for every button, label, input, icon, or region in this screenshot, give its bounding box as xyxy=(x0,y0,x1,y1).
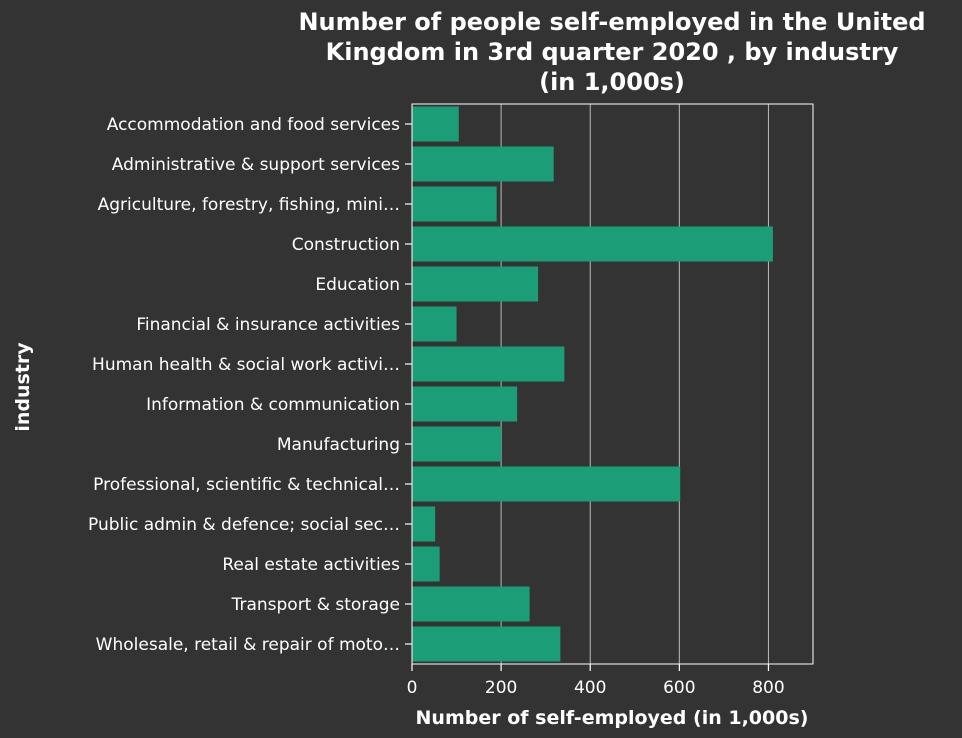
bar xyxy=(412,386,518,422)
category-label: Information & communication xyxy=(146,395,400,415)
category-label: Administrative & support services xyxy=(112,155,400,175)
chart-title-line-3: (in 1,000s) xyxy=(539,68,685,96)
category-label: Transport & storage xyxy=(231,595,400,615)
y-axis-title: industry xyxy=(12,342,34,432)
bar xyxy=(412,346,565,382)
grid-lines xyxy=(500,104,769,664)
category-label: Construction xyxy=(292,235,400,255)
bar xyxy=(412,306,457,342)
category-label: Manufacturing xyxy=(277,435,400,455)
bar xyxy=(412,106,459,142)
x-tick-label: 0 xyxy=(407,678,418,698)
category-label: Human health & social work activi… xyxy=(92,355,400,375)
chart-title-line-2: Kingdom in 3rd quarter 2020 , by industr… xyxy=(326,38,899,66)
category-label: Education xyxy=(315,275,400,295)
bar xyxy=(412,546,440,582)
bar xyxy=(412,186,497,222)
chart-title-line-1: Number of people self-employed in the Un… xyxy=(298,8,925,36)
x-axis-title: Number of self-employed (in 1,000s) xyxy=(416,707,809,729)
x-tick-label: 200 xyxy=(485,678,517,698)
bar xyxy=(412,626,561,662)
bars xyxy=(412,106,773,662)
category-label: Wholesale, retail & repair of moto… xyxy=(96,635,400,655)
x-axis: 0 200 400 600 800 xyxy=(407,664,785,698)
bar xyxy=(412,146,554,182)
bar xyxy=(412,506,436,542)
bar xyxy=(412,586,530,622)
x-tick-label: 800 xyxy=(752,678,784,698)
bar xyxy=(412,266,539,302)
category-label: Real estate activities xyxy=(222,555,400,575)
category-label: Public admin & defence; social sec… xyxy=(88,515,400,535)
category-label: Professional, scientific & technical… xyxy=(93,475,400,495)
plot-frame xyxy=(411,103,814,665)
category-label: Accommodation and food services xyxy=(107,115,400,135)
bar xyxy=(412,466,681,502)
category-label: Agriculture, forestry, fishing, mini… xyxy=(98,195,400,215)
bar xyxy=(412,426,502,462)
x-tick-label: 400 xyxy=(574,678,606,698)
x-tick-label: 600 xyxy=(663,678,695,698)
bar xyxy=(412,226,773,262)
y-axis: Accommodation and food services Administr… xyxy=(88,115,412,655)
category-label: Financial & insurance activities xyxy=(136,315,400,335)
